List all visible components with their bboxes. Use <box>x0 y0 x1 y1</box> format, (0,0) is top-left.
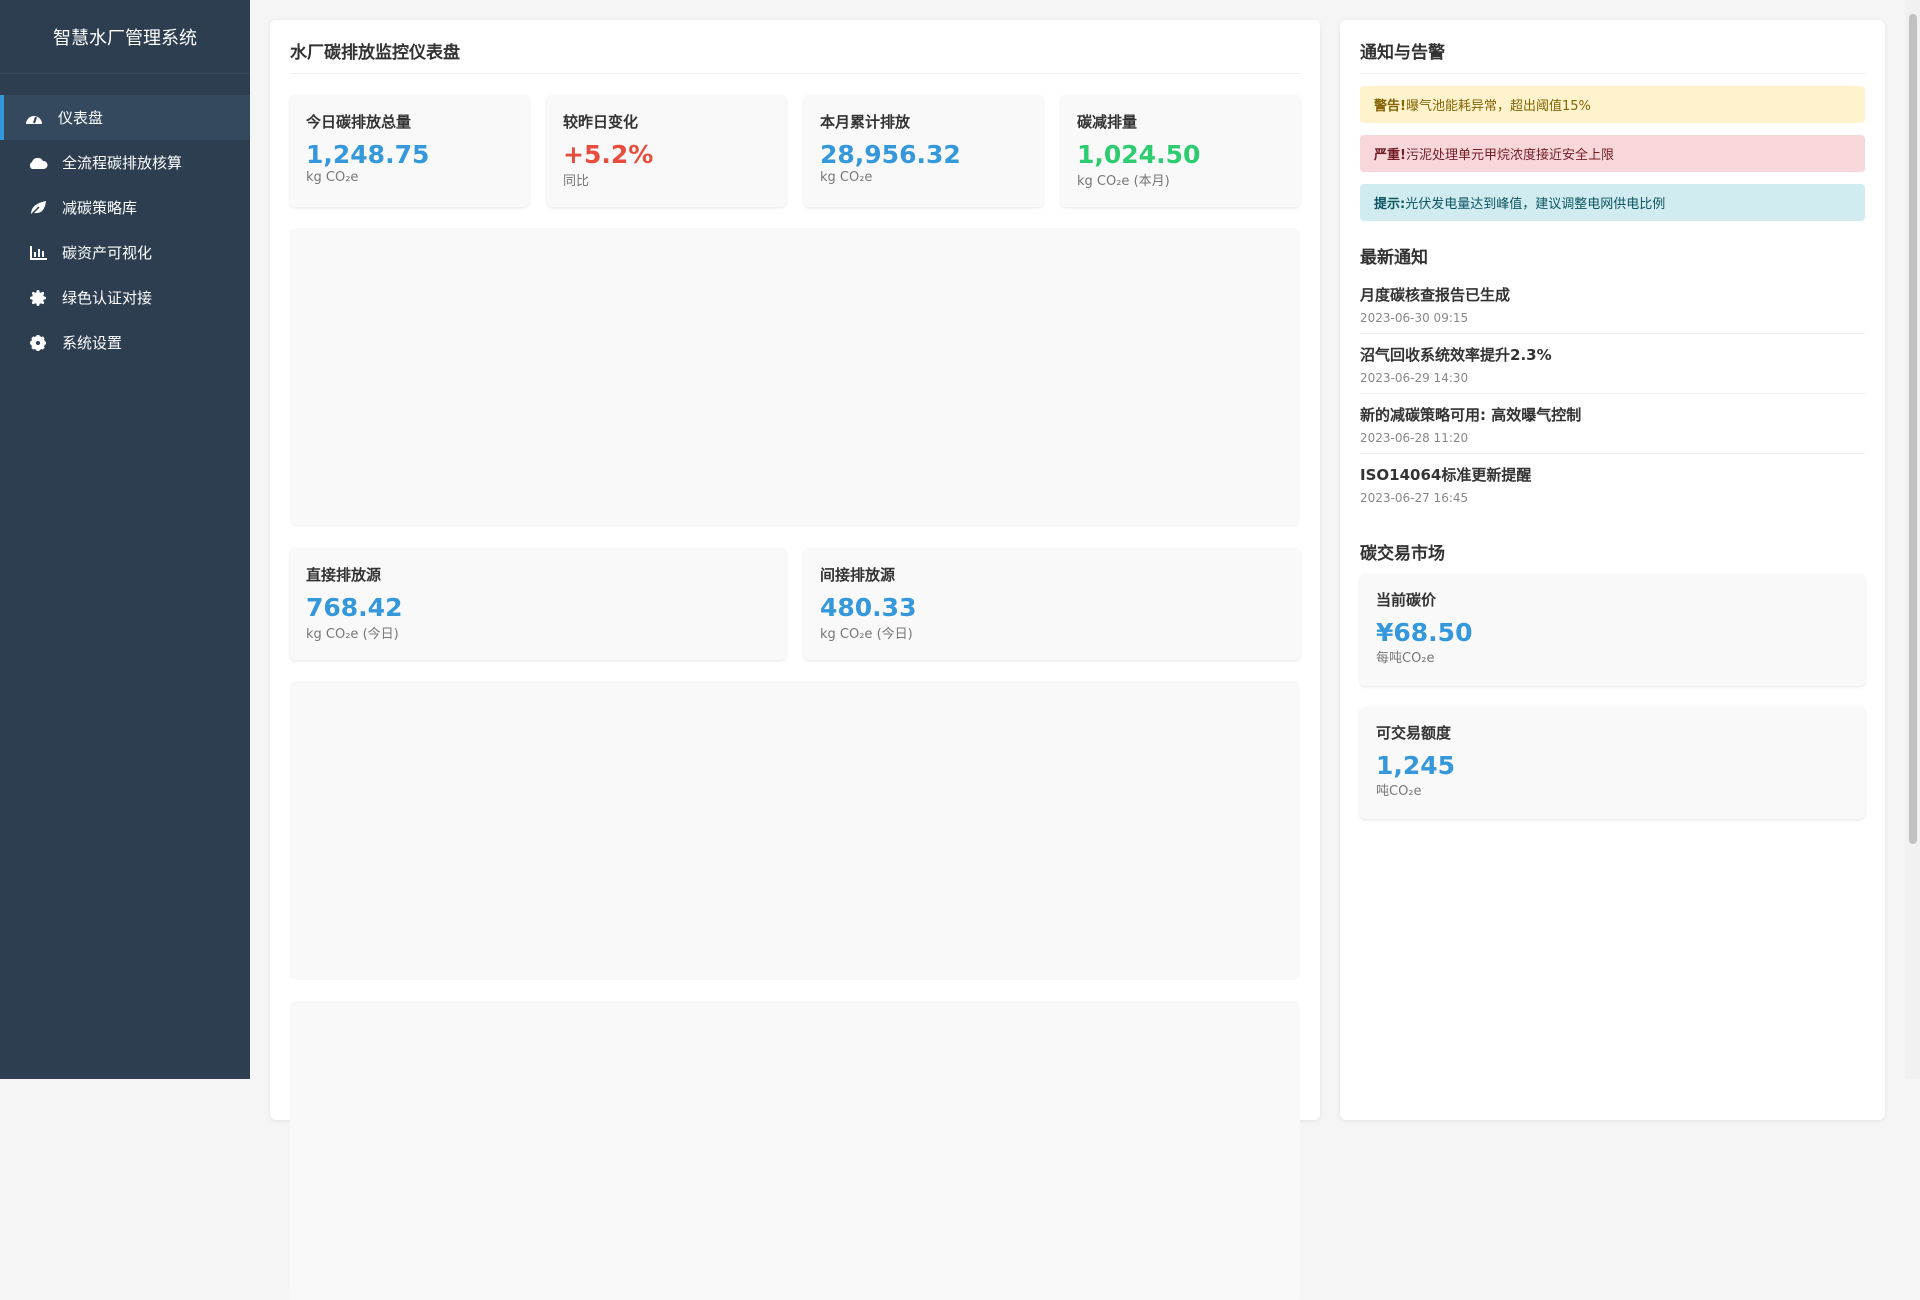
section-title-market: 碳交易市场 <box>1360 544 1445 564</box>
chart-placeholder <box>290 1001 1300 1300</box>
notifications-panel: 通知与告警 警告! 曝气池能耗异常，超出阈值15% 严重! 污泥处理单元甲烷浓度… <box>1340 20 1885 1120</box>
notice-time: 2023-06-29 14:30 <box>1360 371 1469 385</box>
notice-time: 2023-06-27 16:45 <box>1360 491 1469 505</box>
sidebar-item-dashboard[interactable]: 仪表盘 <box>0 95 250 140</box>
section-title-notices: 最新通知 <box>1360 248 1428 268</box>
chart-placeholder <box>290 228 1300 527</box>
stat-unit: kg CO₂e <box>820 170 873 185</box>
stat-label: 较昨日变化 <box>563 113 639 131</box>
notice-list: 月度碳核查报告已生成 2023-06-30 09:15 沼气回收系统效率提升2.3… <box>1360 274 1865 513</box>
certificate-icon <box>28 289 48 306</box>
chart-placeholder <box>290 681 1300 980</box>
cloud-icon <box>28 155 48 171</box>
alert-level: 警告! <box>1374 99 1406 114</box>
page-title: 水厂碳排放监控仪表盘 <box>290 20 1300 74</box>
market-unit: 每吨CO₂e <box>1376 651 1435 666</box>
notice-time: 2023-06-30 09:15 <box>1360 311 1469 325</box>
alert-level: 提示: <box>1374 197 1406 212</box>
market-card-price: 当前碳价 ¥68.50 每吨CO₂e <box>1360 574 1865 686</box>
sidebar-item-label: 减碳策略库 <box>62 199 138 217</box>
stat-unit: kg CO₂e (今日) <box>820 627 913 642</box>
market-card-quota: 可交易额度 1,245 吨CO₂e <box>1360 707 1865 819</box>
stat-value: +5.2% <box>563 140 654 169</box>
page-scrollbar[interactable] <box>1905 0 1920 1079</box>
alert-warning[interactable]: 警告! 曝气池能耗异常，超出阈值15% <box>1360 86 1865 123</box>
notice-time: 2023-06-28 11:20 <box>1360 431 1469 445</box>
sidebar-item-green-certification[interactable]: 绿色认证对接 <box>0 275 250 320</box>
sidebar: 智慧水厂管理系统 仪表盘 全流程碳排放核算 减碳策略库 碳资产可视化 绿色认证对… <box>0 0 250 1079</box>
sidebar-item-strategy-library[interactable]: 减碳策略库 <box>0 185 250 230</box>
sidebar-item-label: 系统设置 <box>62 334 123 352</box>
notice-title: ISO14064标准更新提醒 <box>1360 466 1532 484</box>
notice-title: 月度碳核查报告已生成 <box>1360 286 1511 304</box>
stat-unit: kg CO₂e (今日) <box>306 627 399 642</box>
stat-value: 1,024.50 <box>1077 140 1201 169</box>
sidebar-item-label: 绿色认证对接 <box>62 289 153 307</box>
dashboard-panel: 水厂碳排放监控仪表盘 今日碳排放总量 1,248.75 kg CO₂e 较昨日变化 +… <box>270 20 1320 1300</box>
market-label: 当前碳价 <box>1376 591 1437 609</box>
sidebar-item-label: 仪表盘 <box>58 109 104 127</box>
stat-value: 28,956.32 <box>820 140 961 169</box>
sidebar-item-label: 全流程碳排放核算 <box>62 154 183 172</box>
stat-value: 480.33 <box>820 593 917 622</box>
scrollbar-thumb[interactable] <box>1909 14 1917 844</box>
panel-title: 通知与告警 <box>1360 20 1865 74</box>
alert-text: 曝气池能耗异常，超出阈值15% <box>1405 99 1591 114</box>
market-value: ¥68.50 <box>1376 618 1473 647</box>
sidebar-item-carbon-accounting[interactable]: 全流程碳排放核算 <box>0 140 250 185</box>
app-title: 智慧水厂管理系统 <box>0 0 250 74</box>
list-item[interactable]: 月度碳核查报告已生成 2023-06-30 09:15 <box>1360 274 1865 334</box>
stat-card-today-total: 今日碳排放总量 1,248.75 kg CO₂e <box>290 95 529 207</box>
stats-row: 今日碳排放总量 1,248.75 kg CO₂e 较昨日变化 +5.2% 同比 本月累计… <box>290 95 1300 207</box>
list-item[interactable]: 沼气回收系统效率提升2.3% 2023-06-29 14:30 <box>1360 334 1865 394</box>
stat-value: 768.42 <box>306 593 403 622</box>
stat-unit: 同比 <box>563 174 590 189</box>
market-label: 可交易额度 <box>1376 724 1452 742</box>
gear-icon <box>28 334 48 351</box>
alert-text: 光伏发电量达到峰值，建议调整电网供电比例 <box>1405 197 1666 212</box>
stat-card-reduction: 碳减排量 1,024.50 kg CO₂e (本月) <box>1061 95 1300 207</box>
alert-level: 严重! <box>1374 148 1406 163</box>
sources-row: 直接排放源 768.42 kg CO₂e (今日) 间接排放源 480.33 kg CO… <box>290 548 1300 660</box>
list-item[interactable]: ISO14064标准更新提醒 2023-06-27 16:45 <box>1360 454 1865 513</box>
leaf-icon <box>28 200 48 216</box>
notice-title: 新的减碳策略可用: 高效曝气控制 <box>1360 406 1582 424</box>
sidebar-nav: 仪表盘 全流程碳排放核算 减碳策略库 碳资产可视化 绿色认证对接 系统设置 <box>0 95 250 365</box>
alert-info[interactable]: 提示: 光伏发电量达到峰值，建议调整电网供电比例 <box>1360 184 1865 221</box>
bar-chart-icon <box>28 245 48 261</box>
stat-card-daily-change: 较昨日变化 +5.2% 同比 <box>547 95 786 207</box>
stat-unit: kg CO₂e <box>306 170 359 185</box>
sidebar-item-settings[interactable]: 系统设置 <box>0 320 250 365</box>
stat-card-indirect-sources: 间接排放源 480.33 kg CO₂e (今日) <box>804 548 1300 660</box>
stat-label: 本月累计排放 <box>820 113 911 131</box>
alert-text: 污泥处理单元甲烷浓度接近安全上限 <box>1405 148 1614 163</box>
stat-label: 碳减排量 <box>1077 113 1138 131</box>
dashboard-icon <box>24 110 44 126</box>
stat-card-month-total: 本月累计排放 28,956.32 kg CO₂e <box>804 95 1043 207</box>
stat-value: 1,248.75 <box>306 140 430 169</box>
market-value: 1,245 <box>1376 751 1456 780</box>
stat-card-direct-sources: 直接排放源 768.42 kg CO₂e (今日) <box>290 548 786 660</box>
stat-label: 直接排放源 <box>306 566 382 584</box>
sidebar-item-asset-visualization[interactable]: 碳资产可视化 <box>0 230 250 275</box>
stat-unit: kg CO₂e (本月) <box>1077 174 1170 189</box>
stat-label: 间接排放源 <box>820 566 896 584</box>
stat-label: 今日碳排放总量 <box>306 113 412 131</box>
market-unit: 吨CO₂e <box>1376 784 1422 799</box>
sidebar-item-label: 碳资产可视化 <box>62 244 153 262</box>
notice-title: 沼气回收系统效率提升2.3% <box>1360 346 1552 364</box>
alert-danger[interactable]: 严重! 污泥处理单元甲烷浓度接近安全上限 <box>1360 135 1865 172</box>
list-item[interactable]: 新的减碳策略可用: 高效曝气控制 2023-06-28 11:20 <box>1360 394 1865 454</box>
